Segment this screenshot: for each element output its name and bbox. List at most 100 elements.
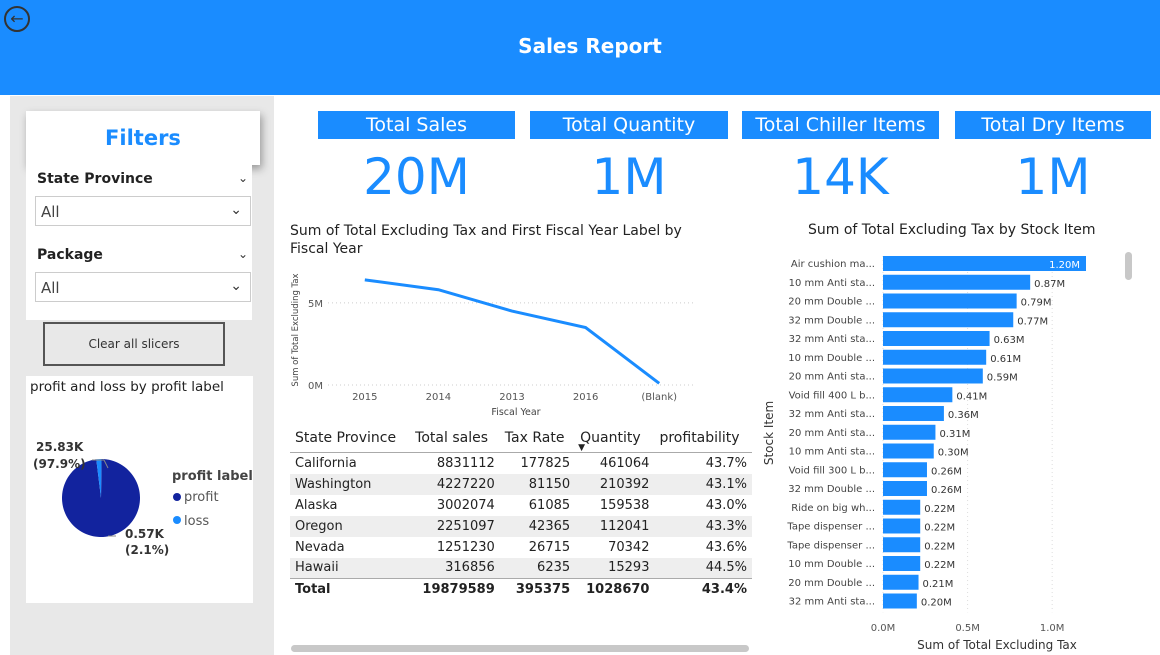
pie-slice-profit[interactable] (61, 459, 140, 537)
bar-category-label: Tape dispenser ... (786, 522, 875, 533)
bar-data-label: 0.26M (931, 466, 962, 477)
bar-mark[interactable] (883, 368, 983, 384)
pie-slice-loss[interactable] (96, 459, 102, 498)
col-header-state-province[interactable]: State Province (290, 426, 411, 453)
report-header: ← Sales Report (0, 0, 1160, 95)
legend-loss-marker (173, 516, 181, 524)
profit-loss-pie-chart[interactable]: profit and loss by profit label 25.83K (… (26, 376, 253, 603)
bar-data-label: 0.59M (987, 373, 1018, 384)
cell-profitability-total: 43.4% (654, 578, 752, 600)
bar-category-label: 20 mm Anti sta... (789, 428, 875, 439)
kpi-total-sales-value: 20M (363, 148, 470, 206)
bar-mark[interactable] (883, 312, 1014, 328)
bar-category-label: 32 mm Anti sta... (789, 597, 875, 608)
sort-descending-icon: ▼ (578, 443, 586, 453)
line-series[interactable] (364, 278, 661, 385)
bar-category-label: 10 mm Double ... (788, 559, 875, 570)
col-header-profitability[interactable]: profitability (654, 426, 752, 453)
col-header-tax-rate[interactable]: Tax Rate (499, 426, 576, 453)
chevron-down-icon[interactable]: ⌄ (237, 247, 248, 261)
bar-mark[interactable] (883, 518, 921, 534)
back-arrow-icon[interactable]: ← (4, 6, 30, 32)
bar-mark[interactable] (883, 443, 934, 459)
bar-mark[interactable] (883, 256, 1086, 271)
bar-category-label: 20 mm Double ... (788, 578, 875, 589)
table-row[interactable]: Nevada 1251230 26715 70342 43.6% (290, 537, 752, 558)
bar-data-label: 0.21M (923, 579, 954, 590)
table-row[interactable]: Hawaii 316856 6235 15293 44.5% (290, 557, 752, 579)
kpi-total-sales-button[interactable]: Total Sales (318, 111, 515, 139)
bar-category-label: Air cushion ma... (791, 259, 875, 270)
cell-state: Oregon (290, 515, 411, 537)
cell-quantity-sum: 1028670 (575, 578, 655, 600)
bar-x-tick-label: 0.5M (955, 623, 980, 634)
bar-mark[interactable] (883, 387, 953, 403)
bar-mark[interactable] (883, 406, 944, 421)
cell-state: Hawaii (290, 557, 411, 579)
cell-tax-rate-sum: 395375 (499, 578, 576, 600)
bar-data-label: 0.22M (924, 504, 955, 515)
pie-profit-pct-label: (97.9%) (33, 457, 86, 471)
chevron-down-icon[interactable]: ⌄ (237, 171, 248, 185)
kpi-total-dry-items-button[interactable]: Total Dry Items (955, 111, 1151, 139)
bar-mark[interactable] (883, 331, 990, 346)
cell-total-sales: 2251097 (410, 515, 500, 537)
bar-category-label: Ride on big wh... (791, 503, 875, 514)
chevron-down-icon: ⌄ (230, 278, 242, 294)
table-header-row: State Province Total sales Tax Rate Quan… (290, 426, 752, 453)
col-header-quantity-label: Quantity (580, 430, 641, 446)
bar-chart-y-axis-title: Stock Item (762, 401, 776, 465)
col-header-total-sales[interactable]: Total sales (410, 426, 500, 453)
bar-mark[interactable] (883, 537, 921, 553)
bar-category-label: 20 mm Double ... (788, 297, 875, 308)
cell-tax-rate: 177825 (520, 455, 571, 471)
table-row[interactable]: Alaska 3002074 61085 159538 43.0% (290, 495, 752, 516)
line-chart-y-axis-title: Sum of Total Excluding Tax (291, 273, 301, 386)
bar-category-label: 10 mm Anti sta... (789, 447, 875, 458)
line-y-tick-label: 5M (308, 299, 323, 310)
bar-category-label: Void fill 300 L b... (789, 465, 875, 476)
col-header-quantity[interactable]: Quantity ▼ (575, 426, 655, 453)
cell-total-sales: 4227220 (410, 473, 500, 495)
table-horizontal-scrollbar[interactable] (291, 645, 749, 652)
cell-total-sales: 3002074 (436, 497, 495, 513)
bar-mark[interactable] (883, 462, 927, 478)
bar-mark[interactable] (883, 481, 927, 496)
state-province-dropdown[interactable]: All ⌄ (35, 196, 251, 226)
kpi-total-chiller-items-button[interactable]: Total Chiller Items (742, 111, 939, 139)
bar-data-label: 0.22M (924, 560, 955, 571)
cell-total-sales: 8831112 (436, 455, 495, 471)
bar-x-tick-label: 1.0M (1040, 623, 1065, 634)
package-dropdown[interactable]: All ⌄ (35, 272, 251, 302)
bar-mark[interactable] (883, 574, 919, 590)
fiscal-year-line-chart[interactable]: Sum of Total Excluding Tax 0M 5M 2015 2014 2… (284, 262, 714, 422)
bar-data-label: 0.63M (994, 335, 1025, 346)
bar-data-label: 0.22M (924, 541, 955, 552)
bar-mark[interactable] (883, 593, 917, 609)
table-row[interactable]: Oregon 2251097 42365 112041 43.3% (290, 515, 752, 537)
legend-profit-label[interactable]: profit (184, 490, 219, 505)
kpi-total-quantity-value: 1M (591, 148, 667, 206)
kpi-total-quantity-button[interactable]: Total Quantity (530, 111, 728, 139)
stock-item-bar-chart[interactable]: Stock Item Air cushion ma... 1.20M 10 mm A… (760, 250, 1132, 654)
line-x-tick-label: 2016 (573, 392, 598, 403)
package-value: All (41, 279, 60, 297)
legend-loss-label[interactable]: loss (184, 514, 209, 529)
bar-mark[interactable] (883, 556, 921, 571)
pie-profit-data-label: 25.83K (36, 440, 84, 454)
bar-mark[interactable] (883, 499, 921, 515)
chevron-down-icon: ⌄ (230, 202, 242, 218)
bar-chart-vertical-scrollbar[interactable] (1125, 252, 1132, 280)
bar-mark[interactable] (883, 293, 1017, 309)
bar-mark[interactable] (883, 424, 936, 440)
cell-state: California (295, 455, 357, 471)
cell-state: Washington (290, 473, 411, 495)
bar-mark[interactable] (883, 349, 987, 365)
table-row[interactable]: California 8831112 177825 461064 43.7% (290, 453, 752, 474)
line-y-tick-label: 0M (308, 381, 323, 392)
table-row[interactable]: Washington 4227220 81150 210392 43.1% (290, 473, 752, 495)
kpi-total-chiller-items-value: 14K (792, 148, 889, 206)
cell-tax-rate: 6235 (499, 557, 576, 579)
clear-all-slicers-button[interactable]: Clear all slicers (43, 322, 225, 366)
bar-mark[interactable] (883, 274, 1031, 290)
